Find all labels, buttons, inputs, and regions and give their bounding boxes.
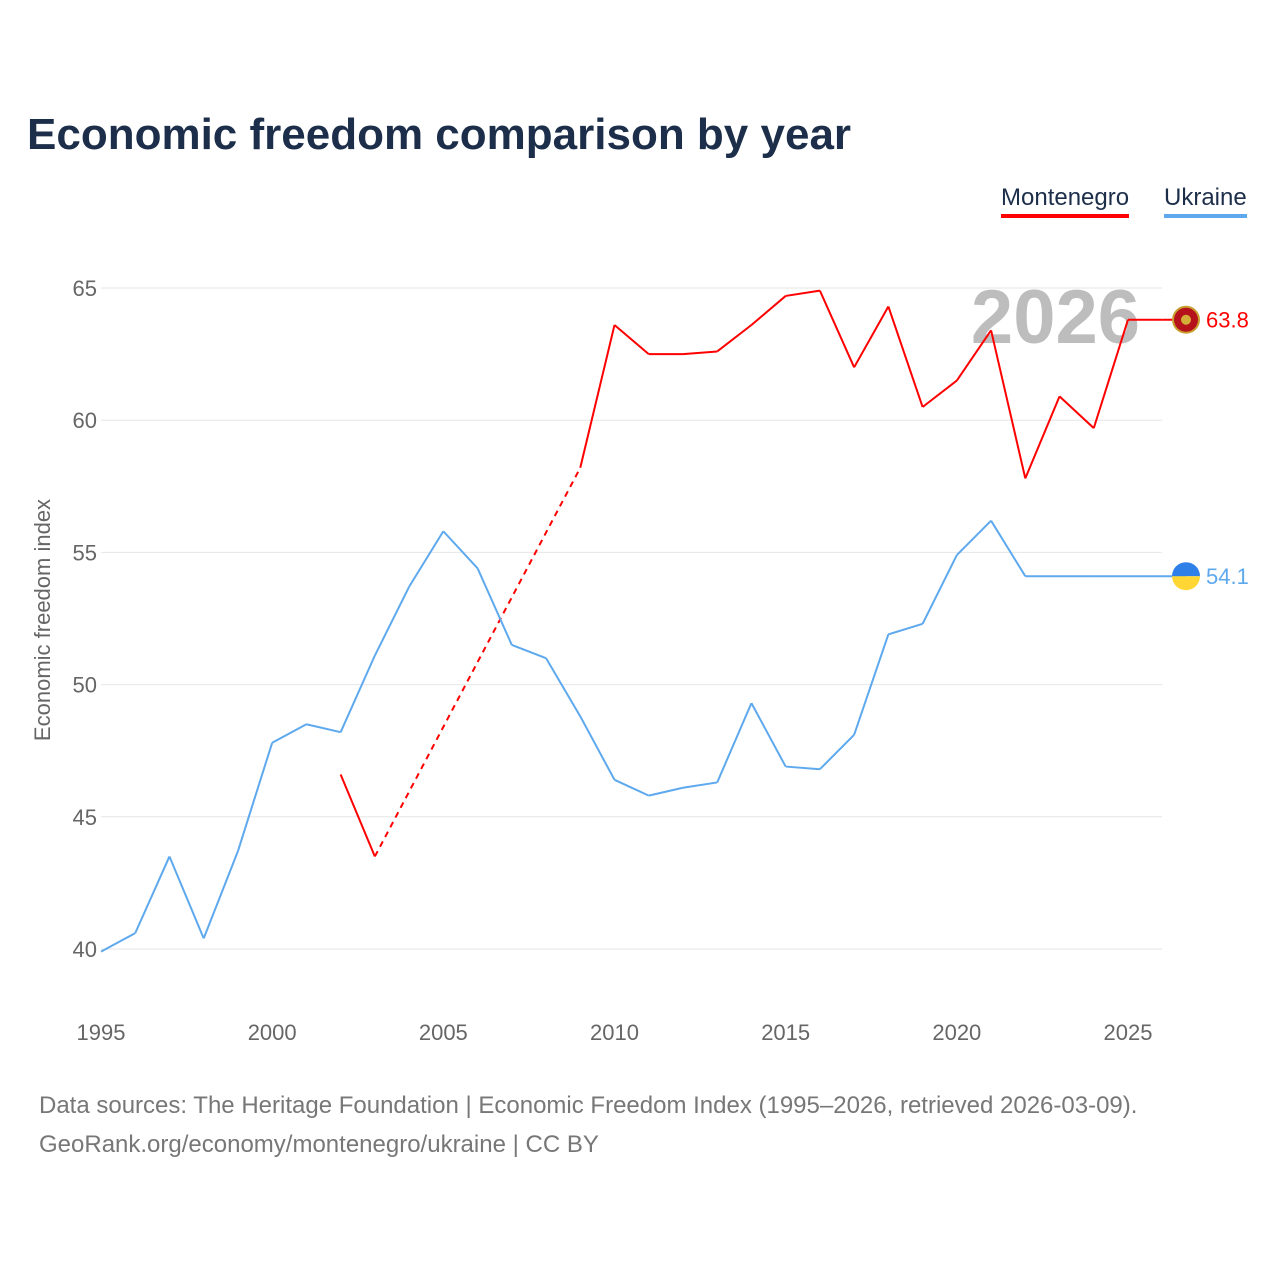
line-segment-ukraine (168, 856, 205, 939)
x-tick-label: 2010 (590, 1020, 639, 1045)
line-segment-ukraine (853, 634, 890, 736)
flag-icon-ukraine-top (1172, 562, 1200, 577)
line-segment-montenegro (1092, 319, 1129, 429)
line-segment-montenegro (785, 289, 821, 297)
line-segment-ukraine (236, 742, 274, 852)
footer: Data sources: The Heritage Foundation | … (39, 1086, 1137, 1164)
line-segment-ukraine (476, 567, 513, 646)
line-segment-montenegro (750, 295, 787, 326)
y-tick-label: 50 (73, 673, 97, 698)
line-segment-ukraine (716, 702, 753, 783)
line-segment-ukraine (339, 655, 376, 733)
line-segment-ukraine (373, 586, 410, 656)
end-value-label-montenegro: 63.8 (1206, 308, 1249, 333)
line-segment-ukraine (888, 622, 923, 636)
data-source-text: Data sources: The Heritage Foundation | … (39, 1092, 1138, 1119)
line-segment-ukraine (990, 520, 1027, 577)
line-segment-montenegro (990, 330, 1027, 479)
line-segment-ukraine (408, 530, 445, 588)
x-tick-label: 2005 (419, 1020, 468, 1045)
x-tick-label: 2015 (761, 1020, 810, 1045)
y-tick-label: 40 (73, 937, 97, 962)
legend-montenegro[interactable]: Montenegro (1001, 184, 1130, 218)
line-segment-montenegro (716, 324, 753, 353)
y-tick-label: 65 (73, 276, 97, 301)
line-chart: 40 45 50 55 60 65 1995 2000 2005 2010 2015 2020 2025… (30, 275, 1249, 1045)
line-segment-ukraine (614, 778, 650, 797)
line-segment-ukraine (819, 734, 855, 770)
y-tick-label: 60 (73, 408, 97, 433)
x-tick-label: 1995 (77, 1020, 126, 1045)
line-segment-ukraine (785, 765, 820, 771)
line-segment-ukraine (545, 657, 582, 717)
y-tick-label: 45 (73, 805, 97, 830)
line-segment-ukraine (921, 554, 958, 625)
line-segment-ukraine (271, 723, 307, 744)
line-segment-ukraine (648, 786, 684, 797)
line-segment-ukraine (202, 850, 239, 939)
line-segment-ukraine (956, 519, 992, 556)
source-link[interactable]: GeoRank.org/economy/montenegro/ukraine |… (39, 1131, 599, 1158)
flag-icon-ukraine-bottom (1172, 576, 1200, 591)
line-segment-ukraine (511, 644, 547, 660)
year-watermark: 2026 (971, 275, 1140, 360)
legend-ukraine[interactable]: Ukraine (1164, 184, 1247, 218)
line-segment-montenegro (887, 306, 924, 408)
flag-icon-montenegro-emblem (1181, 314, 1191, 325)
x-tick-label: 2000 (248, 1020, 297, 1045)
dashed-gap-segment-montenegro (373, 467, 582, 857)
y-axis-label: Economic freedom index (30, 499, 55, 741)
line-segment-montenegro (339, 774, 376, 857)
line-segment-ukraine (100, 932, 136, 953)
x-tick-label: 2025 (1104, 1020, 1153, 1045)
y-tick-label: 55 (73, 540, 97, 565)
line-segment-ukraine (134, 856, 171, 934)
line-segment-montenegro (956, 329, 992, 382)
chart-title: Economic freedom comparison by year (27, 110, 852, 159)
line-segment-montenegro (818, 290, 856, 368)
line-segment-montenegro (682, 350, 718, 356)
line-segment-ukraine (442, 530, 479, 569)
line-segment-montenegro (613, 324, 650, 355)
line-segment-montenegro (1024, 396, 1061, 479)
line-segment-montenegro (579, 324, 616, 469)
line-segment-montenegro (921, 379, 958, 408)
line-segment-ukraine (750, 702, 787, 768)
line-segment-ukraine (306, 723, 341, 734)
end-value-label-ukraine: 54.1 (1206, 564, 1249, 589)
line-segment-montenegro (1058, 395, 1095, 429)
x-tick-label: 2020 (932, 1020, 981, 1045)
line-segment-ukraine (579, 715, 616, 781)
line-segment-montenegro (853, 306, 890, 368)
line-segment-ukraine (682, 781, 718, 789)
